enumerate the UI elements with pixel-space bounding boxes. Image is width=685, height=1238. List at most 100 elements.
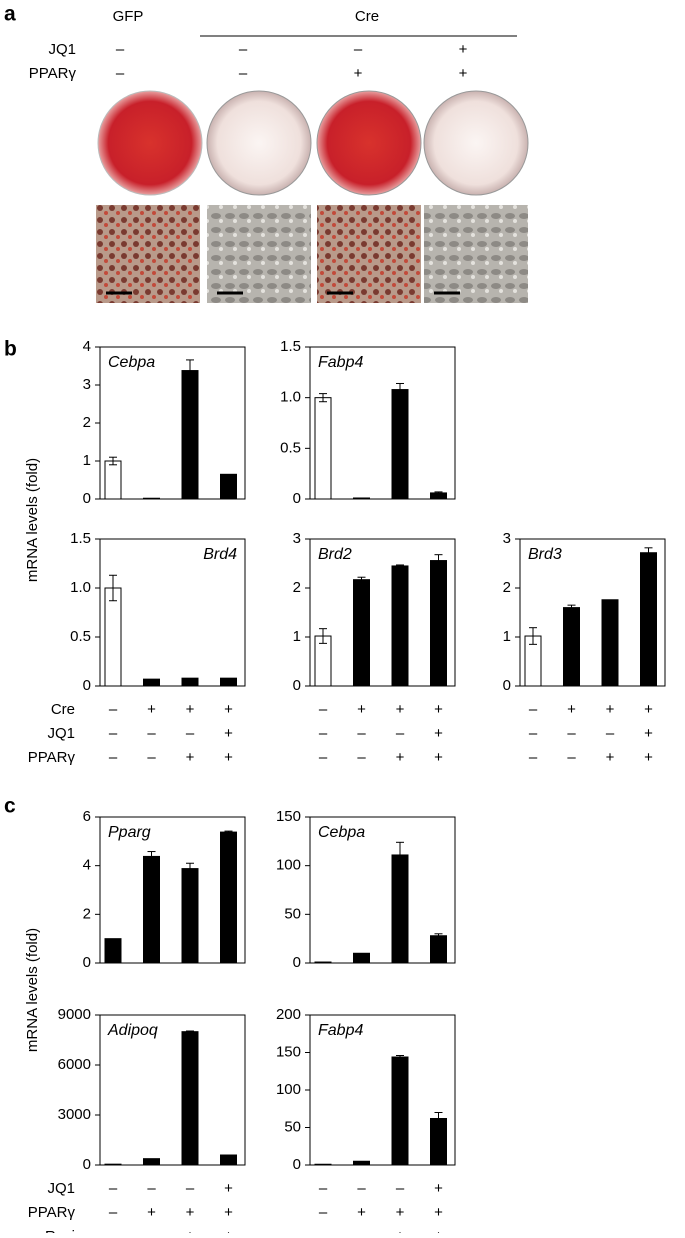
y-tick-label: 3 <box>293 530 301 547</box>
row-label: PPARγ <box>29 65 77 82</box>
condition-sign: – <box>116 41 125 58</box>
condition-sign: – <box>396 725 405 742</box>
row-label: PPARγ <box>28 1204 76 1221</box>
condition-sign: – <box>354 41 363 58</box>
y-tick-label: 6000 <box>58 1056 91 1073</box>
condition-sign: – <box>109 1204 118 1221</box>
condition-sign: + <box>434 1228 443 1233</box>
y-tick-label: 1.5 <box>70 530 91 547</box>
error-bar <box>186 359 194 382</box>
condition-sign: – <box>357 725 366 742</box>
chart-title: Cebpa <box>108 354 155 371</box>
bar <box>143 497 160 500</box>
chart-title: Fabp4 <box>318 354 363 371</box>
bar <box>353 497 370 500</box>
bar <box>601 599 619 687</box>
error-bar <box>567 604 576 611</box>
bar <box>143 855 160 964</box>
condition-sign: – <box>357 1180 366 1197</box>
y-tick-label: 6 <box>83 808 91 825</box>
y-tick-label: 0 <box>293 490 301 507</box>
condition-sign: + <box>434 725 443 742</box>
error-bar <box>147 851 156 862</box>
bar <box>143 678 160 687</box>
bar <box>181 370 199 500</box>
bar <box>104 1163 122 1166</box>
y-tick-label: 2 <box>503 579 511 596</box>
y-axis-label: mRNA levels (fold) <box>24 928 41 1052</box>
error-bar <box>319 393 327 403</box>
condition-sign: + <box>396 1204 405 1221</box>
condition-sign: + <box>606 701 615 718</box>
condition-sign: – <box>147 749 156 766</box>
error-bar <box>434 1112 443 1125</box>
condition-sign: + <box>147 1204 156 1221</box>
condition-sign: + <box>459 41 468 58</box>
condition-sign: – <box>529 725 538 742</box>
bar <box>181 868 199 964</box>
condition-sign: – <box>186 1180 195 1197</box>
condition-sign: – <box>239 41 248 58</box>
row-label: Rosi <box>45 1228 75 1233</box>
condition-sign: – <box>357 749 366 766</box>
plot-frame <box>99 538 246 687</box>
plot-frame <box>309 538 456 687</box>
condition-sign: + <box>224 1180 233 1197</box>
y-tick-label: 1.5 <box>280 338 301 355</box>
bar <box>391 854 409 964</box>
plot-frame <box>309 816 456 964</box>
condition-sign: – <box>529 701 538 718</box>
condition-sign: + <box>644 725 653 742</box>
condition-sign: + <box>644 749 653 766</box>
bar <box>430 935 447 964</box>
condition-sign: – <box>116 65 125 82</box>
bar <box>104 938 122 964</box>
condition-sign: – <box>109 749 118 766</box>
panel-label: a <box>4 3 16 26</box>
condition-sign: – <box>319 749 328 766</box>
condition-sign: + <box>357 1204 366 1221</box>
condition-sign: + <box>224 1204 233 1221</box>
row-label: PPARγ <box>28 749 76 766</box>
condition-sign: + <box>224 1228 233 1233</box>
condition-sign: – <box>147 1228 156 1233</box>
error-bar <box>109 574 117 602</box>
error-bar <box>224 830 233 834</box>
condition-sign: – <box>567 749 576 766</box>
dish <box>206 90 312 196</box>
condition-sign: + <box>396 701 405 718</box>
condition-sign: + <box>434 749 443 766</box>
row-label: JQ1 <box>48 41 76 58</box>
condition-sign: – <box>147 1180 156 1197</box>
y-tick-label: 0.5 <box>280 439 301 456</box>
plot-frame <box>99 1014 246 1166</box>
chart-title: Adipoq <box>107 1022 158 1039</box>
y-tick-label: 0.5 <box>70 628 91 645</box>
error-bar <box>319 628 327 644</box>
error-bar <box>434 933 443 939</box>
micrograph <box>317 205 421 303</box>
condition-sign: + <box>606 749 615 766</box>
condition-sign: – <box>357 1228 366 1233</box>
condition-sign: – <box>319 1204 328 1221</box>
y-tick-label: 1 <box>293 628 301 645</box>
chart-title: Pparg <box>108 824 151 841</box>
condition-sign: – <box>567 725 576 742</box>
y-tick-label: 0 <box>83 1156 91 1173</box>
y-tick-label: 200 <box>276 1006 301 1023</box>
condition-sign: – <box>109 1228 118 1233</box>
dish <box>316 90 422 196</box>
condition-sign: – <box>186 725 195 742</box>
condition-sign: + <box>396 1228 405 1233</box>
y-tick-label: 3 <box>503 530 511 547</box>
error-bar <box>396 1055 404 1059</box>
bar <box>104 460 122 500</box>
y-tick-label: 150 <box>276 808 301 825</box>
dish <box>423 90 529 196</box>
condition-sign: – <box>319 725 328 742</box>
error-bar <box>396 841 404 869</box>
condition-sign: + <box>186 1228 195 1233</box>
bar <box>391 1056 409 1166</box>
bar <box>391 389 409 500</box>
chart-title: Brd4 <box>203 546 237 563</box>
